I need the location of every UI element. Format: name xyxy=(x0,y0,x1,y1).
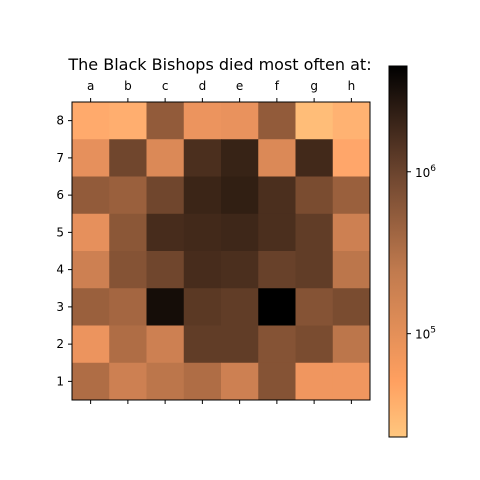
y-tick-label-1: 1 xyxy=(56,374,64,388)
heatmap-cells xyxy=(72,102,371,401)
heatmap-cell-e8 xyxy=(221,102,259,140)
heatmap-cell-d2 xyxy=(183,325,222,364)
heatmap-cell-d8 xyxy=(183,102,222,140)
y-tick-label-8: 8 xyxy=(56,114,64,128)
heatmap-cell-b7 xyxy=(109,139,147,177)
heatmap-cell-g1 xyxy=(295,362,334,401)
heatmap-cell-f6 xyxy=(258,176,296,215)
heatmap-cell-h8 xyxy=(332,102,371,140)
heatmap-cell-e5 xyxy=(221,213,259,252)
heatmap-cell-d5 xyxy=(183,213,222,252)
heatmap-cell-h3 xyxy=(332,288,371,326)
heatmap-cell-e1 xyxy=(221,362,259,401)
heatmap-cell-b2 xyxy=(109,325,147,364)
heatmap-cell-d3 xyxy=(183,288,222,326)
heatmap-cell-c2 xyxy=(146,325,185,364)
heatmap-cell-f3 xyxy=(258,288,296,326)
heatmap-cell-g2 xyxy=(295,325,334,364)
chart-title: The Black Bishops died most often at: xyxy=(67,55,371,74)
heatmap-cell-c5 xyxy=(146,213,185,252)
heatmap-cell-a2 xyxy=(72,325,110,364)
heatmap-cell-f1 xyxy=(258,362,296,401)
heatmap-cell-a6 xyxy=(72,176,110,215)
y-tick-label-2: 2 xyxy=(56,337,64,351)
heatmap-cell-f2 xyxy=(258,325,296,364)
heatmap-cell-f4 xyxy=(258,251,296,289)
heatmap-cell-a5 xyxy=(72,213,110,252)
heatmap-cell-f7 xyxy=(258,139,296,177)
heatmap-cell-b5 xyxy=(109,213,147,252)
heatmap-cell-a1 xyxy=(72,362,110,401)
y-tick-label-5: 5 xyxy=(56,225,64,239)
colorbar-tick-label: 106 xyxy=(415,164,436,180)
heatmap-cell-e7 xyxy=(221,139,259,177)
heatmap-cell-h1 xyxy=(332,362,371,401)
heatmap-cell-c4 xyxy=(146,251,185,289)
x-tick-label-c: c xyxy=(162,79,169,93)
heatmap-cell-g3 xyxy=(295,288,334,326)
heatmap-cell-a8 xyxy=(72,102,110,140)
heatmap-cell-f8 xyxy=(258,102,296,140)
heatmap-cell-e2 xyxy=(221,325,259,364)
heatmap-cell-c6 xyxy=(146,176,185,215)
heatmap-cell-c1 xyxy=(146,362,185,401)
heatmap-cell-a3 xyxy=(72,288,110,326)
heatmap-cell-c3 xyxy=(146,288,185,326)
x-tick-label-a: a xyxy=(87,79,94,93)
heatmap-cell-g4 xyxy=(295,251,334,289)
y-tick-label-6: 6 xyxy=(56,188,64,202)
heatmap-cell-g7 xyxy=(295,139,334,177)
x-tick-label-g: g xyxy=(310,79,318,93)
y-tick-labels: 8 7 6 5 4 3 2 1 xyxy=(56,114,72,388)
y-tick-label-3: 3 xyxy=(56,300,64,314)
heatmap-cell-h5 xyxy=(332,213,371,252)
heatmap-cell-d1 xyxy=(183,362,222,401)
heatmap-cell-g6 xyxy=(295,176,334,215)
x-tick-label-f: f xyxy=(275,79,280,93)
colorbar xyxy=(388,65,408,438)
x-tick-label-h: h xyxy=(348,79,356,93)
heatmap-cell-e3 xyxy=(221,288,259,326)
heatmap-cell-a4 xyxy=(72,251,110,289)
heatmap-cell-d4 xyxy=(183,251,222,289)
heatmap-cell-h7 xyxy=(332,139,371,177)
heatmap-cell-c8 xyxy=(146,102,185,140)
heatmap-cell-b1 xyxy=(109,362,147,401)
heatmap-cell-b3 xyxy=(109,288,147,326)
heatmap-cell-e6 xyxy=(221,176,259,215)
heatmap-cell-f5 xyxy=(258,213,296,252)
heatmap-cell-g5 xyxy=(295,213,334,252)
colorbar-ticks: 105 106 xyxy=(407,164,436,342)
x-tick-label-d: d xyxy=(199,79,207,93)
plot-frame xyxy=(71,101,371,401)
heatmap-cell-d6 xyxy=(183,176,222,215)
heatmap-cell-g8 xyxy=(295,102,334,140)
colorbar-tick-label: 105 xyxy=(415,326,436,342)
y-tick-label-4: 4 xyxy=(56,263,64,277)
heatmap-cell-h4 xyxy=(332,251,371,289)
heatmap-cell-a7 xyxy=(72,139,110,177)
x-tick-label-e: e xyxy=(236,79,243,93)
x-tick-label-b: b xyxy=(124,79,132,93)
heatmap-cell-d7 xyxy=(183,139,222,177)
x-tick-labels: a b c d e f g h xyxy=(87,79,355,404)
heatmap-cell-b6 xyxy=(109,176,147,215)
heatmap-cell-b4 xyxy=(109,251,147,289)
heatmap-cell-h2 xyxy=(332,325,371,364)
heatmap-cell-h6 xyxy=(332,176,371,215)
heatmap-cell-e4 xyxy=(221,251,259,289)
heatmap-cell-c7 xyxy=(146,139,185,177)
heatmap-cell-b8 xyxy=(109,102,147,140)
y-tick-label-7: 7 xyxy=(56,151,64,165)
